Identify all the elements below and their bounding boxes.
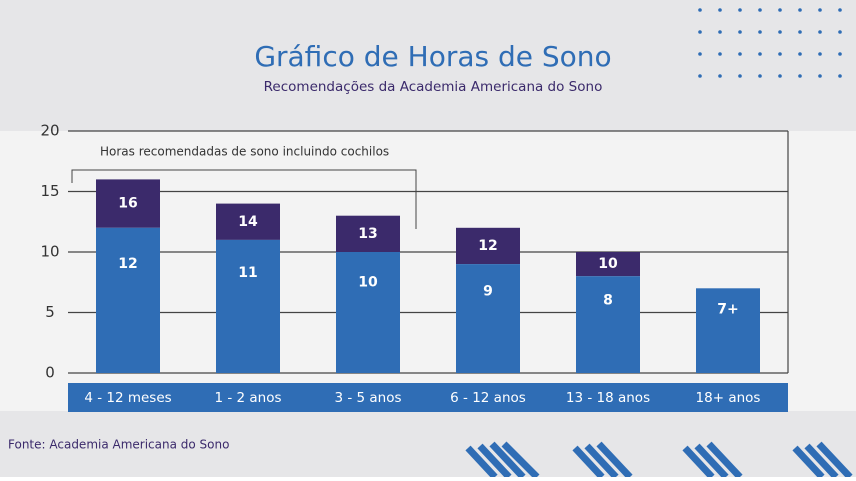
y-tick-label: 10: [40, 243, 59, 261]
x-tick-label: 3 - 5 anos: [334, 390, 401, 406]
bar: [216, 239, 280, 373]
annotation: Horas recomendadas de sono incluindo coc…: [100, 145, 389, 159]
y-tick-label: 20: [40, 122, 59, 140]
value-label: 14: [238, 214, 258, 230]
annotation-bracket: [71, 169, 417, 229]
chart-subtitle: Recomendações da Academia Americana do S…: [264, 79, 603, 95]
bar-range: [576, 252, 640, 277]
annotation-bg: [90, 144, 410, 160]
x-tick-label: 13 - 18 anos: [566, 390, 650, 406]
bar: [336, 252, 400, 373]
value-label: 10: [358, 274, 378, 290]
value-label: 10: [598, 256, 618, 272]
y-tick-label: 15: [40, 182, 59, 200]
value-label: 16: [118, 196, 137, 212]
value-label: 7+: [717, 301, 738, 317]
x-tick-label: 4 - 12 meses: [84, 390, 171, 406]
chart-title: Gráfico de Horas de Sono: [254, 40, 611, 73]
value-label: 13: [358, 226, 377, 242]
category-band: [68, 383, 788, 412]
bar: [456, 264, 520, 373]
source-note: Fonte: Academia Americana do Sono: [8, 438, 229, 452]
dot-pattern: [698, 8, 842, 78]
value-label: 12: [118, 256, 137, 272]
bar: [96, 227, 160, 373]
x-tick-label: 18+ anos: [696, 390, 761, 406]
bar-range: [96, 179, 160, 228]
bar-range: [336, 215, 400, 252]
value-label: 9: [483, 283, 493, 299]
x-tick-label: 6 - 12 anos: [450, 390, 526, 406]
x-tick-label: 1 - 2 anos: [214, 390, 281, 406]
bar-range: [216, 203, 280, 240]
bar: [696, 288, 760, 373]
value-label: 8: [603, 292, 613, 308]
y-tick-label: 5: [45, 303, 55, 321]
bar-range: [456, 227, 520, 265]
bar: [576, 276, 640, 373]
y-tick-label: 0: [45, 364, 55, 382]
value-label: 12: [478, 238, 497, 254]
value-label: 11: [238, 265, 257, 281]
stripe-pattern: [465, 441, 853, 480]
